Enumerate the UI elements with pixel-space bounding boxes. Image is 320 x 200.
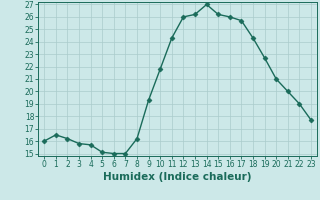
- X-axis label: Humidex (Indice chaleur): Humidex (Indice chaleur): [103, 172, 252, 182]
